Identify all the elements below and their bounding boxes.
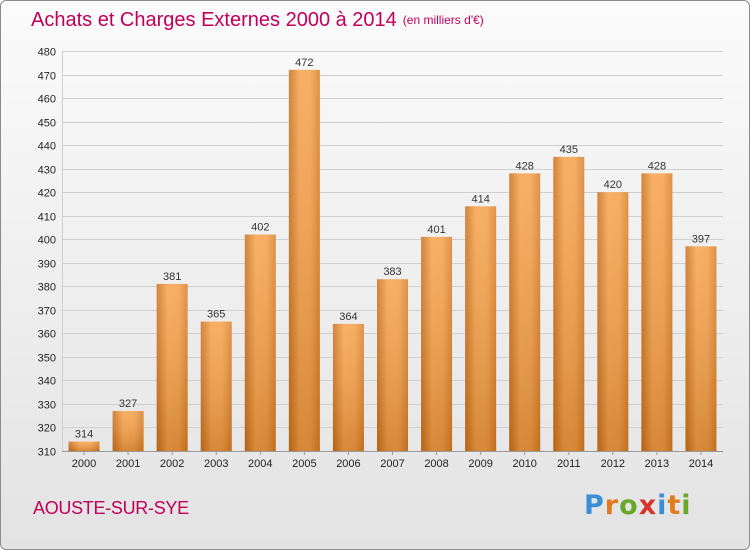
value-label-2007: 383	[383, 266, 401, 278]
bar-shade-2012	[597, 192, 629, 452]
x-tick-label: 2010	[512, 458, 536, 470]
bar-shade-2008	[421, 236, 453, 451]
y-tick-label: 310	[38, 447, 56, 459]
bar-shade-2011	[553, 156, 585, 451]
y-tick-label: 330	[38, 400, 56, 412]
bar-shade-2000	[68, 441, 100, 451]
x-tick-label: 2003	[204, 458, 228, 470]
value-label-2010: 428	[516, 160, 534, 172]
x-tick-label: 2012	[601, 458, 625, 470]
logo-letter: x	[638, 490, 658, 521]
y-tick-label: 480	[38, 47, 56, 59]
x-tick-label: 2000	[72, 458, 96, 470]
x-tick-label: 2014	[689, 458, 713, 470]
value-label-2013: 428	[648, 160, 666, 172]
value-label-2012: 420	[604, 179, 622, 191]
logo-letter: r	[604, 490, 620, 521]
y-tick-label: 390	[38, 259, 56, 271]
bar-shade-2001	[112, 411, 144, 451]
axes: 310 320 330 340 350 360 370 380 390 400 410 420 430 4…	[38, 47, 723, 470]
x-tick-label: 2013	[645, 458, 669, 470]
y-tick-label: 420	[38, 188, 56, 200]
bar-shade-2009	[465, 206, 497, 451]
y-tick-label: 410	[38, 212, 56, 224]
x-tick-label: 2011	[557, 458, 581, 470]
y-tick-label: 360	[38, 329, 56, 341]
x-tick-label: 2009	[468, 458, 492, 470]
bar-shade-2004	[244, 234, 276, 451]
y-tick-label: 320	[38, 423, 56, 435]
title-text: Achats et Charges Externes 2000 à 2014	[31, 9, 397, 31]
x-tick-label: 2007	[380, 458, 404, 470]
proxiti-logo: Proxiti	[584, 490, 692, 521]
value-label-2008: 401	[427, 224, 445, 236]
y-tick-label: 440	[38, 141, 56, 153]
y-tick-label: 450	[38, 118, 56, 130]
value-labels: 314 327 381 365 402 472 364 383 401 414 428 435 420 4…	[75, 57, 710, 441]
logo-letter: i	[657, 490, 668, 521]
value-label-2001: 327	[119, 398, 137, 410]
y-tick-label: 470	[38, 71, 56, 83]
bars	[68, 69, 717, 452]
logo-letter: i	[681, 490, 692, 521]
value-label-2004: 402	[251, 222, 269, 234]
chart-title: Achats et Charges Externes 2000 à 2014 (e…	[31, 9, 484, 32]
town-name: AOUSTE-SUR-SYE	[33, 498, 189, 518]
y-tick-label: 340	[38, 376, 56, 388]
value-label-2006: 364	[339, 311, 357, 323]
bar-shade-2002	[156, 283, 188, 451]
x-tick-label: 2002	[160, 458, 184, 470]
bar-shade-2014	[685, 246, 717, 451]
y-tick-label: 350	[38, 353, 56, 365]
x-tick-label: 2004	[248, 458, 272, 470]
y-tick-label: 400	[38, 235, 56, 247]
bar-shade-2010	[509, 173, 541, 451]
logo-letter: P	[584, 490, 605, 521]
value-label-2000: 314	[75, 429, 93, 441]
value-label-2011: 435	[560, 144, 578, 156]
logo-letter: t	[667, 490, 682, 521]
chart-subtitle: (en milliers d'€)	[402, 13, 484, 27]
value-label-2005: 472	[295, 57, 313, 69]
value-label-2009: 414	[471, 193, 489, 205]
x-tick-label: 2005	[292, 458, 316, 470]
bar-shade-2005	[288, 69, 320, 451]
y-tick-label: 380	[38, 282, 56, 294]
value-label-2002: 381	[163, 271, 181, 283]
bar-shade-2006	[332, 323, 364, 451]
bar-shade-2007	[377, 279, 408, 451]
value-label-2014: 397	[692, 233, 710, 245]
x-tick-label: 2001	[116, 458, 140, 470]
bar-shade-2003	[200, 321, 232, 451]
y-tick-label: 370	[38, 306, 56, 318]
bar-shade-2013	[641, 173, 673, 451]
y-tick-label: 460	[38, 94, 56, 106]
x-tick-label: 2006	[336, 458, 360, 470]
x-tick-label: 2008	[424, 458, 448, 470]
y-tick-label: 430	[38, 165, 56, 177]
value-label-2003: 365	[207, 309, 225, 321]
logo-letter: o	[619, 490, 639, 521]
